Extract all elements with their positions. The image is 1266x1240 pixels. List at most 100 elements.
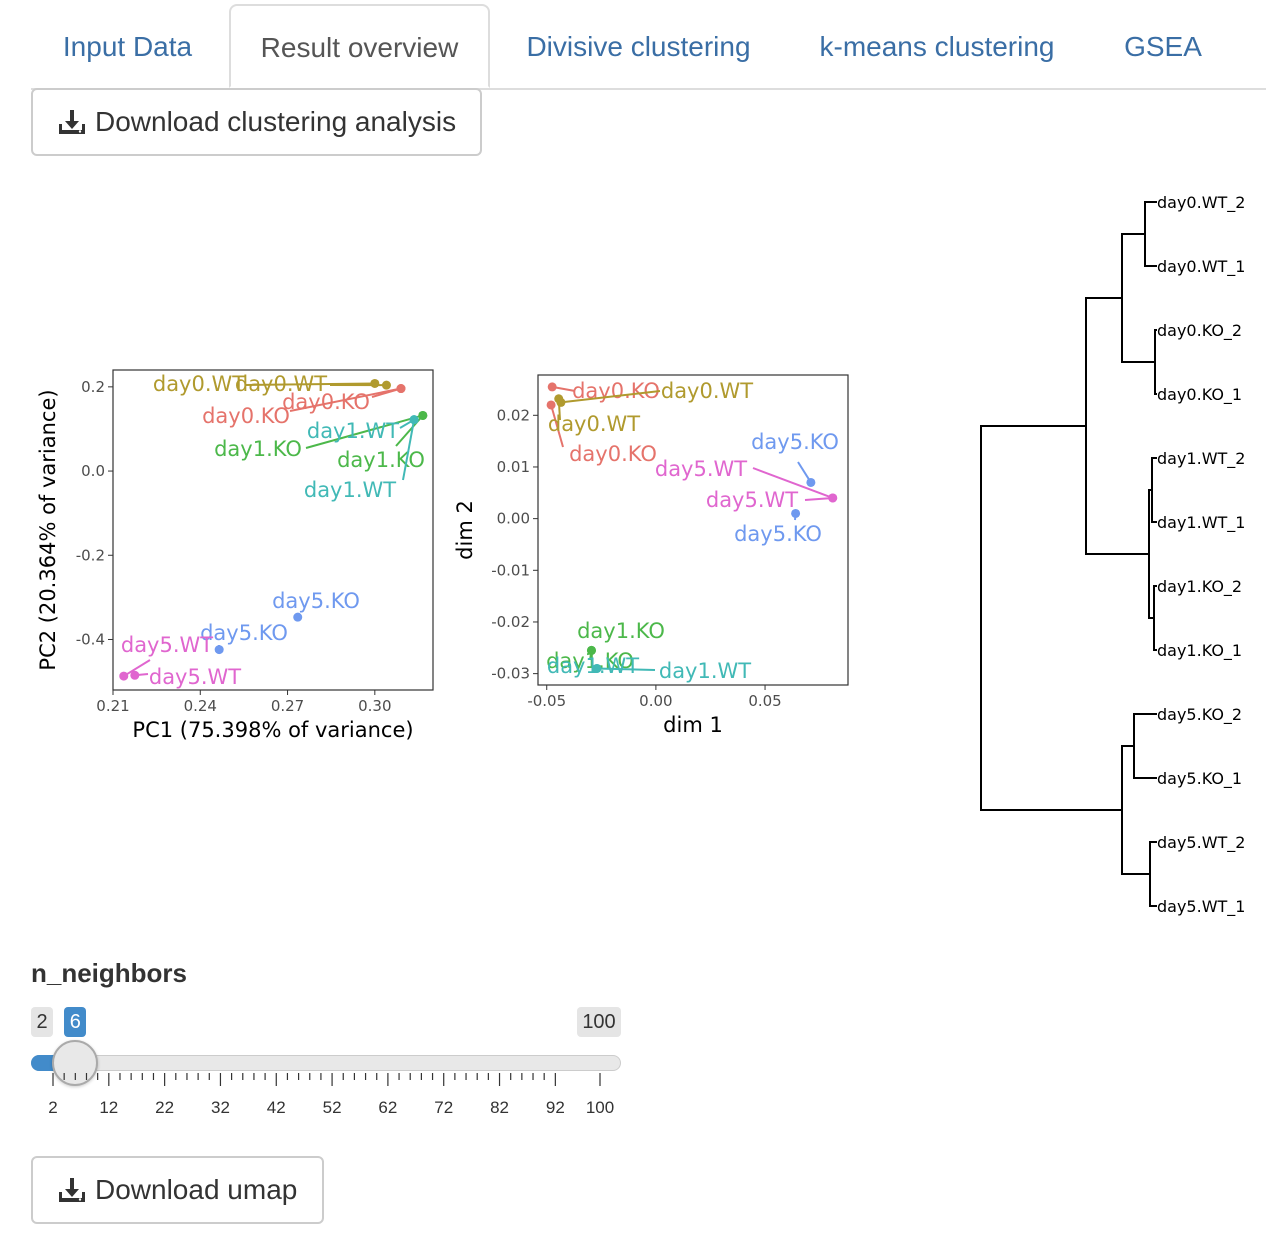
point-label: day0.KO — [282, 390, 370, 414]
y-tick-label: -0.03 — [491, 665, 530, 683]
slider-tick-label: 100 — [586, 1098, 614, 1117]
data-point-day5-ko — [791, 508, 801, 518]
download-clustering-button[interactable]: Download clustering analysis — [31, 88, 482, 156]
y-axis-label: PC2 (20.364% of variance) — [36, 389, 60, 670]
dendrogram-leaf-label: day5.KO_1 — [1157, 769, 1242, 789]
label-connector — [752, 467, 834, 499]
n-neighbors-label: n_neighbors — [31, 958, 188, 988]
slider-max-badge: 100 — [577, 1007, 621, 1037]
dendrogram-leaf-label: day5.WT_2 — [1157, 833, 1245, 853]
x-tick-label: 0.24 — [184, 697, 217, 715]
dendrogram-branch — [1144, 201, 1157, 267]
point-label: day0.KO — [202, 404, 290, 428]
slider-tick-label: 52 — [323, 1098, 342, 1117]
point-label: day1.WT — [307, 419, 399, 443]
data-point-day0-wt — [556, 397, 566, 407]
point-label: day0.WT — [153, 372, 245, 396]
x-tick-label: 0.27 — [271, 697, 304, 715]
plot-panel — [112, 369, 434, 691]
dendrogram-branch — [1085, 297, 1149, 555]
y-tick-label: -0.2 — [76, 546, 105, 564]
dendrogram-branch — [1149, 841, 1157, 907]
point-label: day5.WT — [149, 665, 241, 689]
dendrogram-leaf-label: day0.KO_1 — [1157, 385, 1242, 405]
tab-result-overview[interactable]: Result overview — [229, 4, 490, 88]
download-icon — [59, 1178, 85, 1202]
data-point-day0-ko — [547, 382, 557, 392]
x-tick-label: 0.05 — [748, 692, 781, 710]
x-axis-label: dim 1 — [663, 713, 723, 737]
y-tick-label: 0.00 — [497, 510, 530, 528]
dendrogram-branch — [1121, 233, 1155, 363]
slider-tick-label: 2 — [48, 1098, 57, 1117]
label-connector — [123, 659, 151, 677]
point-label: day5.KO — [200, 621, 288, 645]
point-label: day5.WT — [121, 633, 213, 657]
tab-bar: Input Data Result overview Divisive clus… — [31, 0, 1266, 90]
data-point-day5-wt — [828, 493, 838, 503]
data-point-day1-wt — [409, 415, 419, 425]
download-icon — [59, 110, 85, 134]
tab-kmeans-clustering[interactable]: k-means clustering — [819, 31, 1055, 62]
data-point-day1-ko — [586, 645, 596, 655]
label-connector — [305, 414, 424, 449]
dendrogram-leaf-label: day1.KO_1 — [1157, 641, 1242, 661]
label-connector — [371, 387, 402, 398]
pca-chart: 0.21 0.24 0.27 0.30 0.2 0.0 -0.2 -0.4 PC1 (75.39… — [36, 369, 434, 742]
dendrogram-leaf-label: day1.KO_2 — [1157, 577, 1242, 597]
slider-tick-label: 92 — [546, 1098, 565, 1117]
y-tick-label: 0.01 — [497, 458, 530, 476]
dendrogram-leaf-label: day0.WT_2 — [1157, 193, 1245, 213]
dendrogram-branch — [1133, 713, 1157, 779]
dendrogram-leaf-label: day1.WT_2 — [1157, 449, 1245, 469]
point-label: day0.WT — [548, 412, 640, 436]
slider-tick-label: 12 — [99, 1098, 118, 1117]
point-label: day0.KO — [569, 442, 657, 466]
label-connector — [244, 382, 375, 386]
label-connector — [804, 496, 833, 501]
dendrogram-leaf-label: day1.WT_1 — [1157, 513, 1245, 533]
point-label: day5.WT — [655, 457, 747, 481]
y-tick-label: 0.0 — [81, 462, 105, 480]
tab-input-data[interactable]: Input Data — [62, 31, 193, 62]
point-label: day0.WT — [235, 372, 327, 396]
point-label: day1.KO — [214, 437, 302, 461]
y-tick-label: -0.4 — [76, 630, 105, 648]
umap-chart: -0.05 0.00 0.05 0.02 0.01 0.00 -0.01 -0.02 -0.03… — [453, 374, 849, 737]
y-tick-label: -0.01 — [491, 561, 530, 579]
point-label: day0.WT — [661, 379, 753, 403]
x-tick-label: 0.00 — [639, 692, 672, 710]
data-point-day1-ko — [418, 410, 428, 420]
download-umap-button[interactable]: Download umap — [31, 1156, 324, 1224]
data-point-day0-ko — [396, 384, 406, 394]
data-point-day0-ko — [546, 400, 556, 410]
data-point-day5-ko — [806, 477, 816, 487]
y-tick-label: -0.02 — [491, 613, 530, 631]
point-label: day5.WT — [706, 488, 798, 512]
slider-value-badge: 6 — [64, 1007, 87, 1037]
point-label: day1.WT — [659, 659, 751, 683]
charts-area: 0.21 0.24 0.27 0.30 0.2 0.0 -0.2 -0.4 PC1 (75.39… — [36, 193, 1245, 917]
tab-divisive-clustering[interactable]: Divisive clustering — [526, 31, 751, 62]
tab-gsea[interactable]: GSEA — [1124, 31, 1202, 62]
y-axis-label: dim 2 — [453, 500, 477, 560]
slider-tick-label: 82 — [490, 1098, 509, 1117]
x-axis-label: PC1 (75.398% of variance) — [132, 718, 413, 742]
data-point-day1-wt — [592, 663, 602, 673]
slider-tick-label: 32 — [211, 1098, 230, 1117]
label-connector — [596, 667, 656, 671]
y-tick-label: 0.2 — [81, 378, 105, 396]
slider-min-badge: 2 — [31, 1007, 53, 1037]
label-connector — [402, 419, 416, 481]
y-tick-label: 0.02 — [497, 406, 530, 424]
data-point-day5-ko — [293, 612, 303, 622]
dendrogram-leaf-label: day0.KO_2 — [1157, 321, 1242, 341]
point-label: day1.KO — [337, 448, 425, 472]
slider-tick-label: 62 — [378, 1098, 397, 1117]
data-point-day0-wt — [381, 380, 391, 390]
slider-tick-label: 72 — [434, 1098, 453, 1117]
point-label: day5.KO — [734, 522, 822, 546]
dendrogram-leaf-label: day5.KO_2 — [1157, 705, 1242, 725]
point-label: day5.KO — [272, 589, 360, 613]
slider-tick-label: 42 — [267, 1098, 286, 1117]
